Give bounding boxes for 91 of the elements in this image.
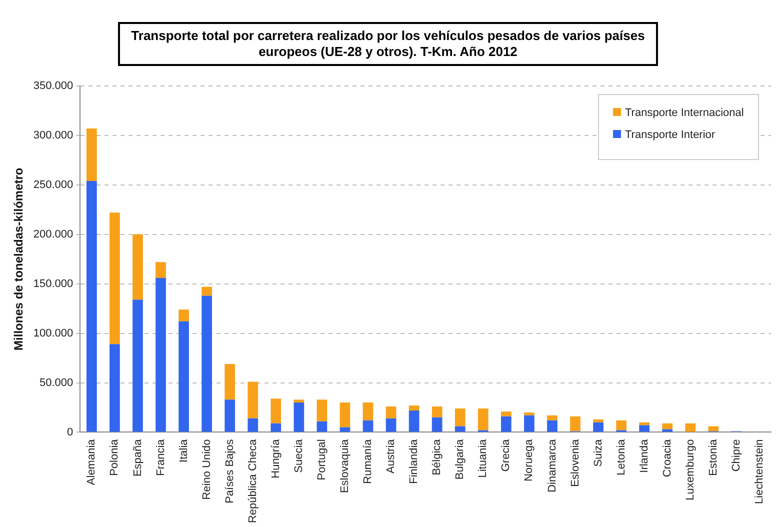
x-tick-label: Bulgaria: [454, 438, 466, 480]
x-tick-label: Suiza: [592, 438, 604, 467]
bar: [616, 420, 626, 430]
bar: [294, 400, 304, 403]
x-tick-label: España: [132, 438, 144, 477]
y-tick-label: 300.000: [33, 129, 74, 142]
bar: [224, 364, 236, 400]
bar: [593, 422, 604, 432]
bar: [86, 128, 97, 181]
x-tick-label: Portugal: [316, 439, 328, 480]
x-tick-label: Dinamarca: [546, 438, 558, 492]
x-tick-label: Países Bajos: [224, 438, 236, 504]
bar: [156, 278, 166, 432]
bar: [178, 321, 189, 432]
bar: [132, 234, 143, 300]
y-tick-label: 200.000: [33, 228, 74, 240]
bar: [547, 420, 558, 432]
x-tick-label: Austria: [385, 438, 398, 474]
x-tick-label: Bélgica: [431, 438, 444, 476]
bar: [454, 426, 466, 432]
bar: [478, 408, 488, 430]
x-tick-label: Noruega: [523, 438, 536, 482]
y-axis-title: Millones de toneladas-kilómetro: [12, 168, 26, 350]
y-tick-label: 150.000: [33, 278, 74, 290]
bar: [270, 423, 282, 432]
x-tick-label: Irlanda: [638, 438, 650, 473]
bar: [316, 421, 328, 432]
bar: [132, 300, 143, 432]
bar: [386, 406, 396, 418]
x-tick-label: Estonia: [707, 438, 720, 476]
bar: [524, 412, 534, 416]
bar: [110, 212, 120, 344]
x-tick-label: Letonia: [615, 438, 628, 476]
bar: [178, 310, 189, 322]
bar: [362, 402, 374, 420]
x-tick-label: Croacia: [661, 438, 674, 478]
bar: [110, 344, 120, 432]
x-tick-label: Grecia: [500, 438, 512, 472]
bar: [639, 422, 650, 426]
x-tick-label: Alemania: [86, 438, 98, 486]
bar: [224, 400, 236, 432]
legend-label: Transporte Internacional: [624, 107, 744, 119]
bar: [294, 402, 304, 432]
x-tick-label: Lituania: [477, 438, 490, 478]
bar: [432, 406, 442, 418]
bar: [202, 286, 212, 296]
x-tick-label: Italia: [178, 438, 190, 462]
bar: [202, 296, 212, 432]
y-tick-label: 0: [67, 426, 74, 438]
bar: [362, 420, 374, 432]
bar: [524, 415, 534, 432]
x-tick-label: Suecia: [292, 438, 305, 473]
y-tick-label: 100.000: [33, 327, 74, 340]
bar: [708, 426, 719, 432]
x-tick-label: Luxemburgo: [684, 439, 696, 500]
x-tick-label: Francia: [154, 438, 167, 476]
y-tick-label: 250.000: [33, 178, 74, 191]
legend-label: Transporte Interior: [624, 129, 716, 141]
x-tick-label: Rumanía: [362, 438, 374, 484]
bar: [685, 423, 696, 432]
chart-title: Transporte total por carretera realizado por los vehículos pesados de varios países europeos (UE-28 y otros). T-Km. Año 2012: [118, 22, 658, 66]
bar: [248, 418, 258, 432]
bar: [408, 410, 420, 432]
bar: [316, 400, 328, 422]
bar: [386, 418, 396, 432]
y-tick-label: 350.000: [33, 80, 74, 92]
bar: [501, 411, 512, 416]
bar: [662, 423, 673, 430]
x-tick-label: Chipre: [730, 439, 742, 472]
bar: [248, 382, 258, 418]
x-tick-label: Eslovaquia: [339, 438, 352, 494]
bar: [454, 408, 466, 426]
bar: [432, 417, 442, 432]
x-tick-label: Reino Unido: [200, 439, 213, 500]
bar: [270, 398, 282, 424]
bar: [570, 416, 580, 432]
bar: [547, 415, 558, 420]
y-tick-label: 50.000: [40, 376, 74, 389]
x-tick-label: Polonia: [108, 438, 121, 476]
bar: [340, 402, 350, 428]
x-tick-label: Hungría: [270, 438, 282, 478]
x-tick-label: República Checa: [246, 438, 259, 524]
bar: [593, 419, 604, 422]
bar: [86, 180, 97, 432]
bar: [639, 425, 650, 432]
x-tick-label: Finlandia: [408, 438, 420, 484]
bar: [501, 416, 512, 432]
x-tick-label: Eslovenia: [569, 438, 582, 487]
bar: [156, 262, 166, 278]
bar: [408, 406, 420, 410]
x-tick-label: Liechtenstein: [754, 439, 766, 504]
